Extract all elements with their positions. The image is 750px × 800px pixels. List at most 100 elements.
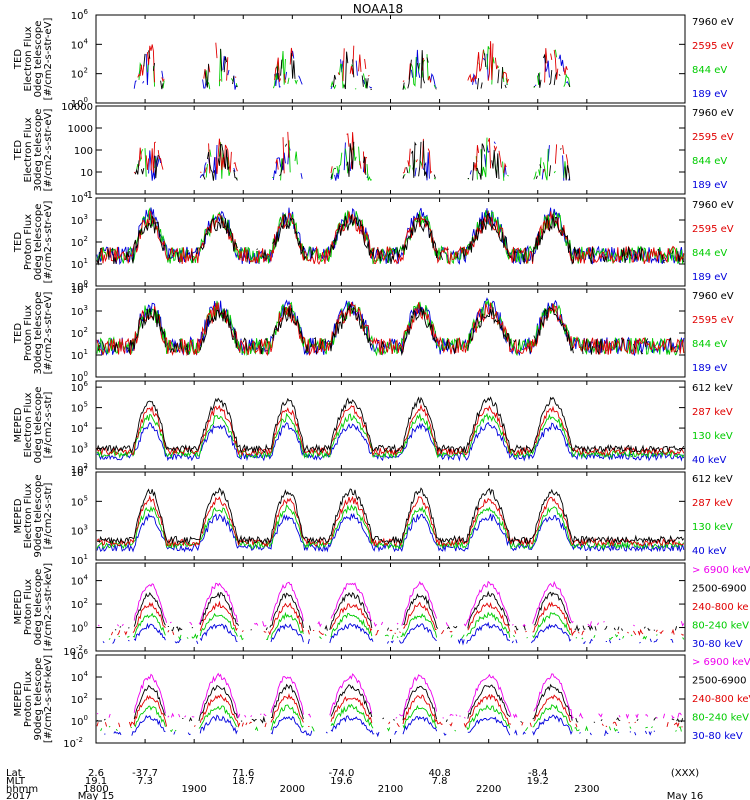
y-tick-exponent: 6 <box>84 8 89 16</box>
x-time-label: 2200 <box>476 784 501 795</box>
legend-entry: 240-800 ke <box>692 602 749 613</box>
y-axis-label: TED <box>13 232 24 253</box>
panel-8: 10-2 100 102 104 106 MEPED Proton Flux 90deg te… <box>13 648 750 750</box>
y-tick-label: 103 <box>71 304 88 318</box>
legend-entry: > 6900 keV <box>692 565 750 576</box>
series-trace <box>96 210 685 265</box>
x-mlt-label: 19.2 <box>527 776 549 787</box>
flux-traces <box>134 132 571 181</box>
y-tick-exponent: -2 <box>76 736 83 744</box>
y-axis-label: Electron Flux <box>23 117 34 182</box>
x-date-label: May 16 <box>667 791 704 800</box>
legend-entry: 7960 eV <box>692 108 734 119</box>
y-tick-exponent: 2 <box>84 692 88 700</box>
chart-title: NOAA18 <box>353 2 403 16</box>
y-tick-exponent: 2 <box>84 67 88 75</box>
y-axis-label: Proton Flux <box>23 305 34 361</box>
x-lat-label: -74.0 <box>328 768 354 779</box>
legend-entry: 189 eV <box>692 89 727 100</box>
series-trace <box>100 703 682 733</box>
y-tick-label: 10 <box>80 168 93 179</box>
x-row-label: 2017 <box>6 791 31 800</box>
series-trace <box>96 403 685 457</box>
y-axis-label: [#/cm2-s-str-keV] <box>43 563 54 651</box>
legend-entry: 612 keV <box>692 474 733 485</box>
y-axis-label: [#/cm2-s-str-eV] <box>43 18 54 101</box>
series-trace <box>96 512 685 553</box>
flux-traces <box>96 487 685 553</box>
panel-frame <box>95 14 686 104</box>
series-trace <box>96 494 684 548</box>
flux-traces <box>96 672 684 736</box>
y-axis-label: [#/cm2-s-str] <box>43 482 54 549</box>
y-tick-label: 1000 <box>68 124 93 135</box>
y-tick-exponent: 1 <box>84 257 88 265</box>
y-tick-exponent: 4 <box>84 37 89 45</box>
panel-frame <box>95 654 686 744</box>
x-date-label: May 15 <box>78 791 115 800</box>
series-trace <box>96 302 685 357</box>
y-tick-label: 102 <box>71 692 88 706</box>
y-tick-label: 104 <box>71 574 89 588</box>
x-time-label: 2100 <box>378 784 403 795</box>
y-tick-exponent: 2 <box>84 235 88 243</box>
y-axis-label: [#/cm2-s-str-keV] <box>43 655 54 743</box>
legend-entry: > 6900 keV <box>692 657 750 668</box>
series-trace <box>114 590 678 632</box>
panel-6: 101 103 105 107 MEPED Electron Flux 90deg tele… <box>13 465 733 567</box>
legend-entry: 189 eV <box>692 272 727 283</box>
panel-frame <box>95 288 686 378</box>
x-row-label: hhmm <box>6 784 38 795</box>
series-trace <box>134 140 571 181</box>
y-tick-label: 1 <box>87 190 93 201</box>
y-tick-label: 104 <box>71 282 89 296</box>
legend-entry: 30-80 keV <box>692 731 743 742</box>
y-axis-label: MEPED <box>13 498 24 533</box>
legend-entry: 7960 eV <box>692 291 734 302</box>
flux-traces <box>97 580 685 644</box>
y-tick-label: 107 <box>71 465 88 479</box>
legend-entry: 287 keV <box>692 407 733 418</box>
series-trace <box>143 48 571 91</box>
y-tick-label: 103 <box>71 213 88 227</box>
y-tick-exponent: 7 <box>84 465 88 473</box>
x-lat-label: -8.4 <box>528 768 548 779</box>
legend-entry: 844 eV <box>692 248 727 259</box>
x-mlt-label: 19.6 <box>330 776 352 787</box>
y-axis-label: [#/cm2-s-str] <box>43 391 54 458</box>
panel-frame <box>95 105 686 195</box>
y-tick-label: 100 <box>74 146 93 157</box>
y-tick-exponent: 0 <box>84 370 88 378</box>
series-trace <box>96 693 683 728</box>
y-tick-exponent: 4 <box>84 574 89 582</box>
y-tick-exponent: 4 <box>84 670 89 678</box>
y-tick-label: 100 <box>71 714 88 728</box>
y-axis-label: [#/cm2-s-str-eV] <box>43 201 54 284</box>
y-tick-label: 10000 <box>61 102 93 113</box>
y-tick-exponent: 0 <box>84 96 88 104</box>
y-tick-label: 103 <box>71 524 88 538</box>
y-tick-exponent: 2 <box>84 462 88 470</box>
y-tick-label: 104 <box>71 191 89 205</box>
series-trace <box>96 487 685 545</box>
y-tick-exponent: 0 <box>84 714 88 722</box>
legend-entry: 189 eV <box>692 363 727 374</box>
legend-entry: 844 eV <box>692 339 727 350</box>
series-trace <box>110 600 684 637</box>
y-axis-label: TED <box>13 49 24 70</box>
legend-entry: 612 keV <box>692 383 733 394</box>
y-tick-exponent: -2 <box>76 644 83 652</box>
y-tick-label: 101 <box>71 553 88 567</box>
legend-entry: 40 keV <box>692 546 726 557</box>
y-tick-label: 106 <box>71 648 89 662</box>
y-axis-label: 30deg telescope <box>33 108 44 191</box>
legend-entry: 7960 eV <box>692 17 734 28</box>
y-axis-label: Electron Flux <box>23 483 34 548</box>
flux-traces <box>134 41 571 90</box>
legend-entry: 2595 eV <box>692 315 734 326</box>
series-trace <box>103 623 680 644</box>
